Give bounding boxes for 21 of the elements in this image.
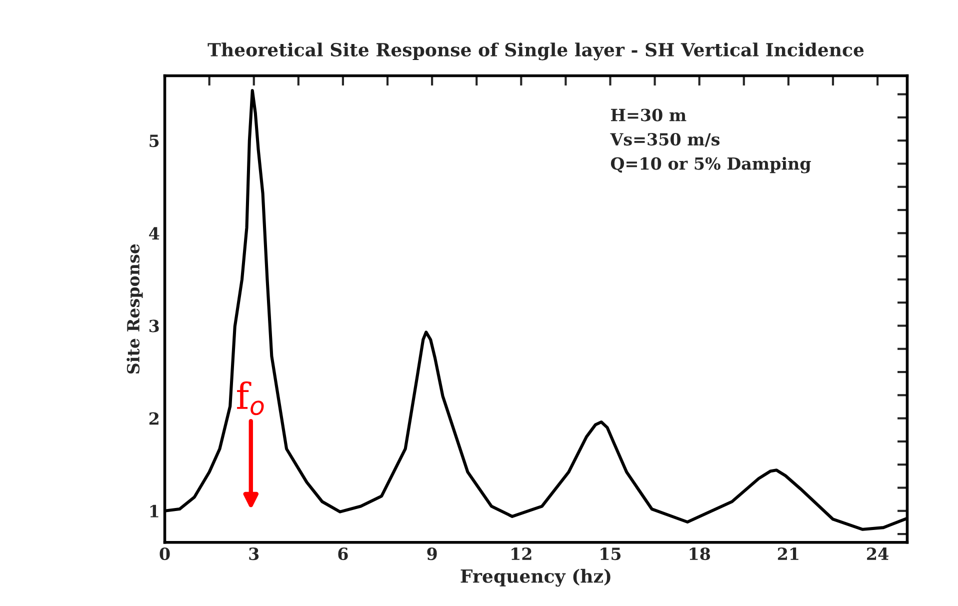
y-tick-label: 4 [149,227,160,240]
x-tick-label: 9 [427,548,437,560]
x-tick-label: 24 [867,548,888,560]
x-tick-label: 15 [600,548,621,560]
y-tick-label: 3 [149,320,159,332]
x-tick-label: 12 [512,548,532,560]
x-tick-label: 0 [160,548,170,560]
x-tick-label: 21 [778,548,798,560]
annotation: f$_{o}$ [237,381,264,416]
y-tick-label: 2 [149,412,158,425]
y-tick-label: 5 [150,134,159,148]
y-tick-label: 1 [150,504,158,518]
x-tick-label: 6 [338,548,348,560]
x-tick-label: 3 [249,548,259,560]
x-tick-label: 18 [690,548,710,560]
y-axis-title: Site Response [126,244,143,374]
annotation: Vs=350 m/s [610,132,720,147]
annotation: Q=10 or 5% Damping [610,156,811,174]
x-axis-title: Frequency (hz) [460,568,610,587]
annotation: H=30 m [611,108,686,122]
chart-title: Theoretical Site Response of Single layer - SH Vertical Incidence [208,42,864,60]
